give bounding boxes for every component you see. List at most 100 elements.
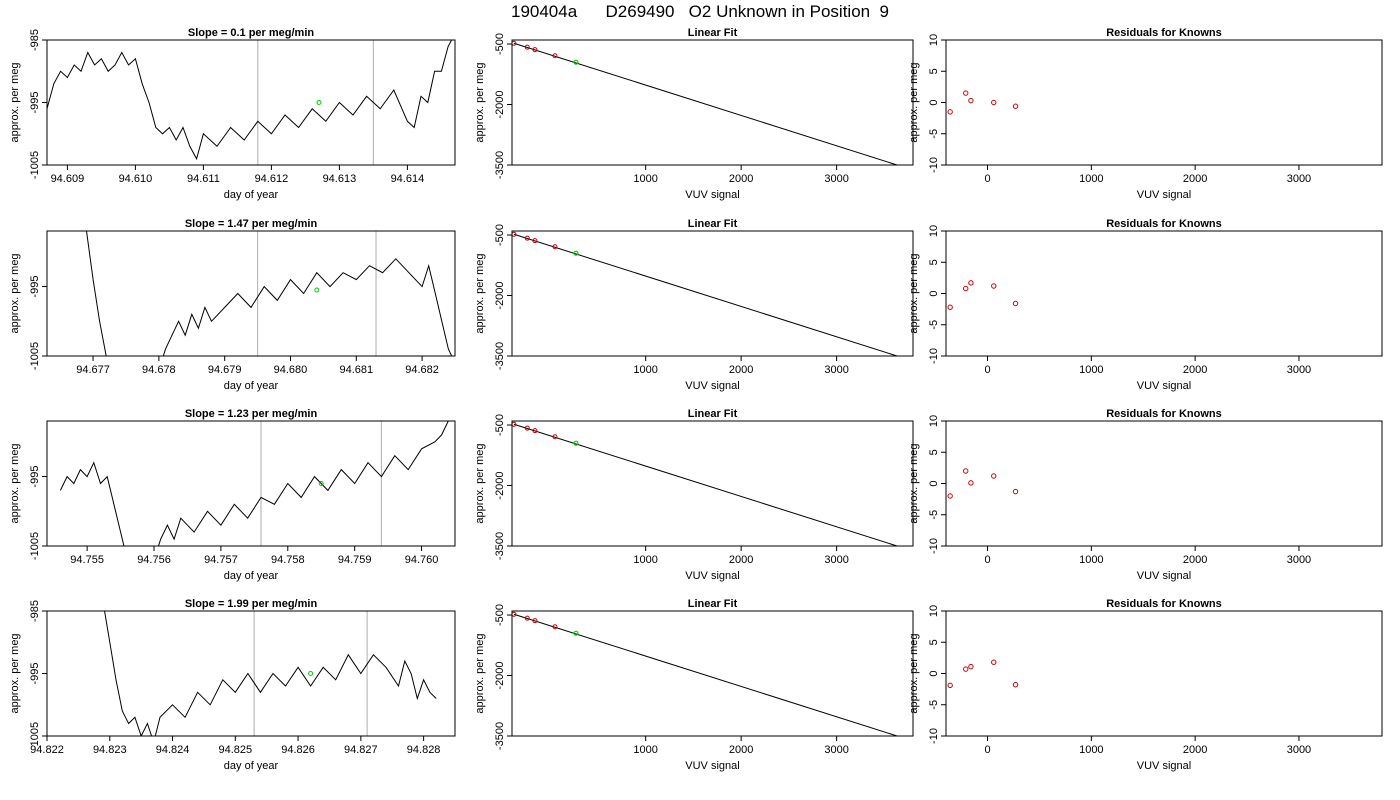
residual-point xyxy=(1012,103,1019,109)
known-point xyxy=(532,428,538,434)
residual-point xyxy=(968,663,974,670)
chart-title: Residuals for Knowns xyxy=(1106,408,1222,420)
x-tick-label: 94.824 xyxy=(156,744,190,756)
x-axis-label: VUV signal xyxy=(685,760,739,772)
residual-point xyxy=(968,480,974,486)
y-tick-label: -500 xyxy=(494,414,506,436)
known-point xyxy=(512,40,517,46)
x-tick-label: 94.827 xyxy=(344,744,378,756)
plot-frame xyxy=(945,230,1383,357)
y-axis-label: approx. per meg xyxy=(474,253,486,333)
y-axis-label: approx. per meg xyxy=(9,253,21,333)
chart-title: Slope = 1.99 per meg/min xyxy=(185,598,318,610)
x-tick-label: 2000 xyxy=(729,364,753,376)
plot-frame xyxy=(46,420,456,547)
x-tick-label: 94.759 xyxy=(338,554,372,566)
chart-title: Residuals for Knowns xyxy=(1106,218,1222,230)
y-tick-label: -10 xyxy=(928,728,940,744)
residual-point xyxy=(1012,488,1019,495)
x-tick-label: 2000 xyxy=(729,554,753,566)
y-tick-label: -1005 xyxy=(29,722,41,750)
x-axis-label: day of year xyxy=(224,570,279,582)
x-tick-label: 1000 xyxy=(1079,364,1103,376)
y-tick-label: -995 xyxy=(29,466,41,488)
chart-title: Linear Fit xyxy=(688,598,738,610)
x-tick-label: 94.612 xyxy=(255,173,289,185)
y-tick-label: -1005 xyxy=(29,342,41,370)
x-tick-label: 94.826 xyxy=(281,744,315,756)
x-axis-label: VUV signal xyxy=(685,570,739,582)
y-tick-label: -2000 xyxy=(494,471,506,499)
panel-4-2: Linear Fit 1000 2000 3000 -500 -2000 -3500 VUV … xyxy=(474,598,914,772)
residual-point xyxy=(968,97,974,104)
x-tick-label: 94.681 xyxy=(339,364,373,376)
known-point xyxy=(532,47,538,53)
x-tick-label: 2000 xyxy=(729,744,753,756)
x-axis-label: VUV signal xyxy=(685,380,739,392)
known-point xyxy=(552,244,558,250)
x-tick-label: 2000 xyxy=(1183,173,1207,185)
residual-point xyxy=(947,304,953,310)
y-axis-label: approx. per meg xyxy=(908,62,920,142)
residual-point xyxy=(963,666,969,672)
y-tick-label: -3500 xyxy=(494,342,506,370)
plot-frame xyxy=(511,230,914,357)
y-tick-label: 0 xyxy=(928,480,940,486)
x-tick-label: 94.822 xyxy=(30,744,64,756)
y-axis-label: approx. per meg xyxy=(9,62,21,142)
x-axis-label: day of year xyxy=(224,189,279,201)
x-tick-label: 3000 xyxy=(1287,744,1311,756)
x-axis-label: VUV signal xyxy=(1137,570,1191,582)
residual-point xyxy=(947,109,953,115)
y-tick-label: -3500 xyxy=(494,722,506,750)
unknown-point xyxy=(573,440,579,446)
plot-area xyxy=(947,659,1019,689)
x-tick-label: 94.760 xyxy=(405,554,439,566)
y-tick-label: -5 xyxy=(928,320,940,330)
y-tick-label: 10 xyxy=(928,605,940,617)
panel-3-3: Residuals for Knowns 0 1000 2000 3000 -10 -5 0 5… xyxy=(908,408,1383,582)
y-axis-label: approx. per meg xyxy=(908,633,920,713)
x-tick-label: 1000 xyxy=(1079,554,1103,566)
x-tick-label: 94.609 xyxy=(51,173,85,185)
unknown-point xyxy=(573,630,579,636)
y-tick-label: -985 xyxy=(29,29,41,51)
y-tick-label: 0 xyxy=(928,99,940,105)
x-tick-label: 94.677 xyxy=(76,364,110,376)
y-tick-label: -2000 xyxy=(494,90,506,118)
known-point xyxy=(524,615,530,621)
y-tick-label: -3500 xyxy=(494,532,506,560)
plot-area xyxy=(86,231,453,356)
panel-2-2: Linear Fit 1000 2000 3000 -500 -2000 -3500 VUV … xyxy=(474,218,914,392)
chart-title: Slope = 1.47 per meg/min xyxy=(185,218,318,230)
x-tick-label: 94.828 xyxy=(407,744,441,756)
plot-frame xyxy=(46,39,456,166)
x-tick-label: 0 xyxy=(984,554,990,566)
plot-frame xyxy=(945,420,1383,547)
y-tick-label: -5 xyxy=(928,129,940,139)
y-axis-label: approx. per meg xyxy=(9,633,21,713)
plot-area xyxy=(512,421,899,546)
x-tick-label: 3000 xyxy=(824,554,848,566)
known-point xyxy=(532,618,538,624)
x-tick-label: 2000 xyxy=(729,173,753,185)
residual-point xyxy=(991,99,997,106)
y-tick-label: -10 xyxy=(928,157,940,173)
panel-2-1: Slope = 1.47 per meg/min 94.677 94.678 94.6… xyxy=(9,218,456,392)
x-tick-label: 94.757 xyxy=(204,554,238,566)
y-tick-label: -500 xyxy=(494,33,506,55)
plot-frame xyxy=(511,39,914,166)
x-tick-label: 94.611 xyxy=(187,173,220,185)
x-tick-label: 3000 xyxy=(824,744,848,756)
x-tick-label: 1000 xyxy=(1079,173,1103,185)
y-axis-label: approx. per meg xyxy=(9,443,21,523)
plot-frame xyxy=(945,610,1383,737)
chart-title: Linear Fit xyxy=(688,408,738,420)
residual-point xyxy=(963,468,969,474)
residual-point xyxy=(1012,300,1019,307)
known-point xyxy=(512,421,517,427)
x-axis-label: VUV signal xyxy=(1137,189,1191,201)
fit-line xyxy=(513,423,899,546)
y-tick-label: -995 xyxy=(29,276,41,298)
